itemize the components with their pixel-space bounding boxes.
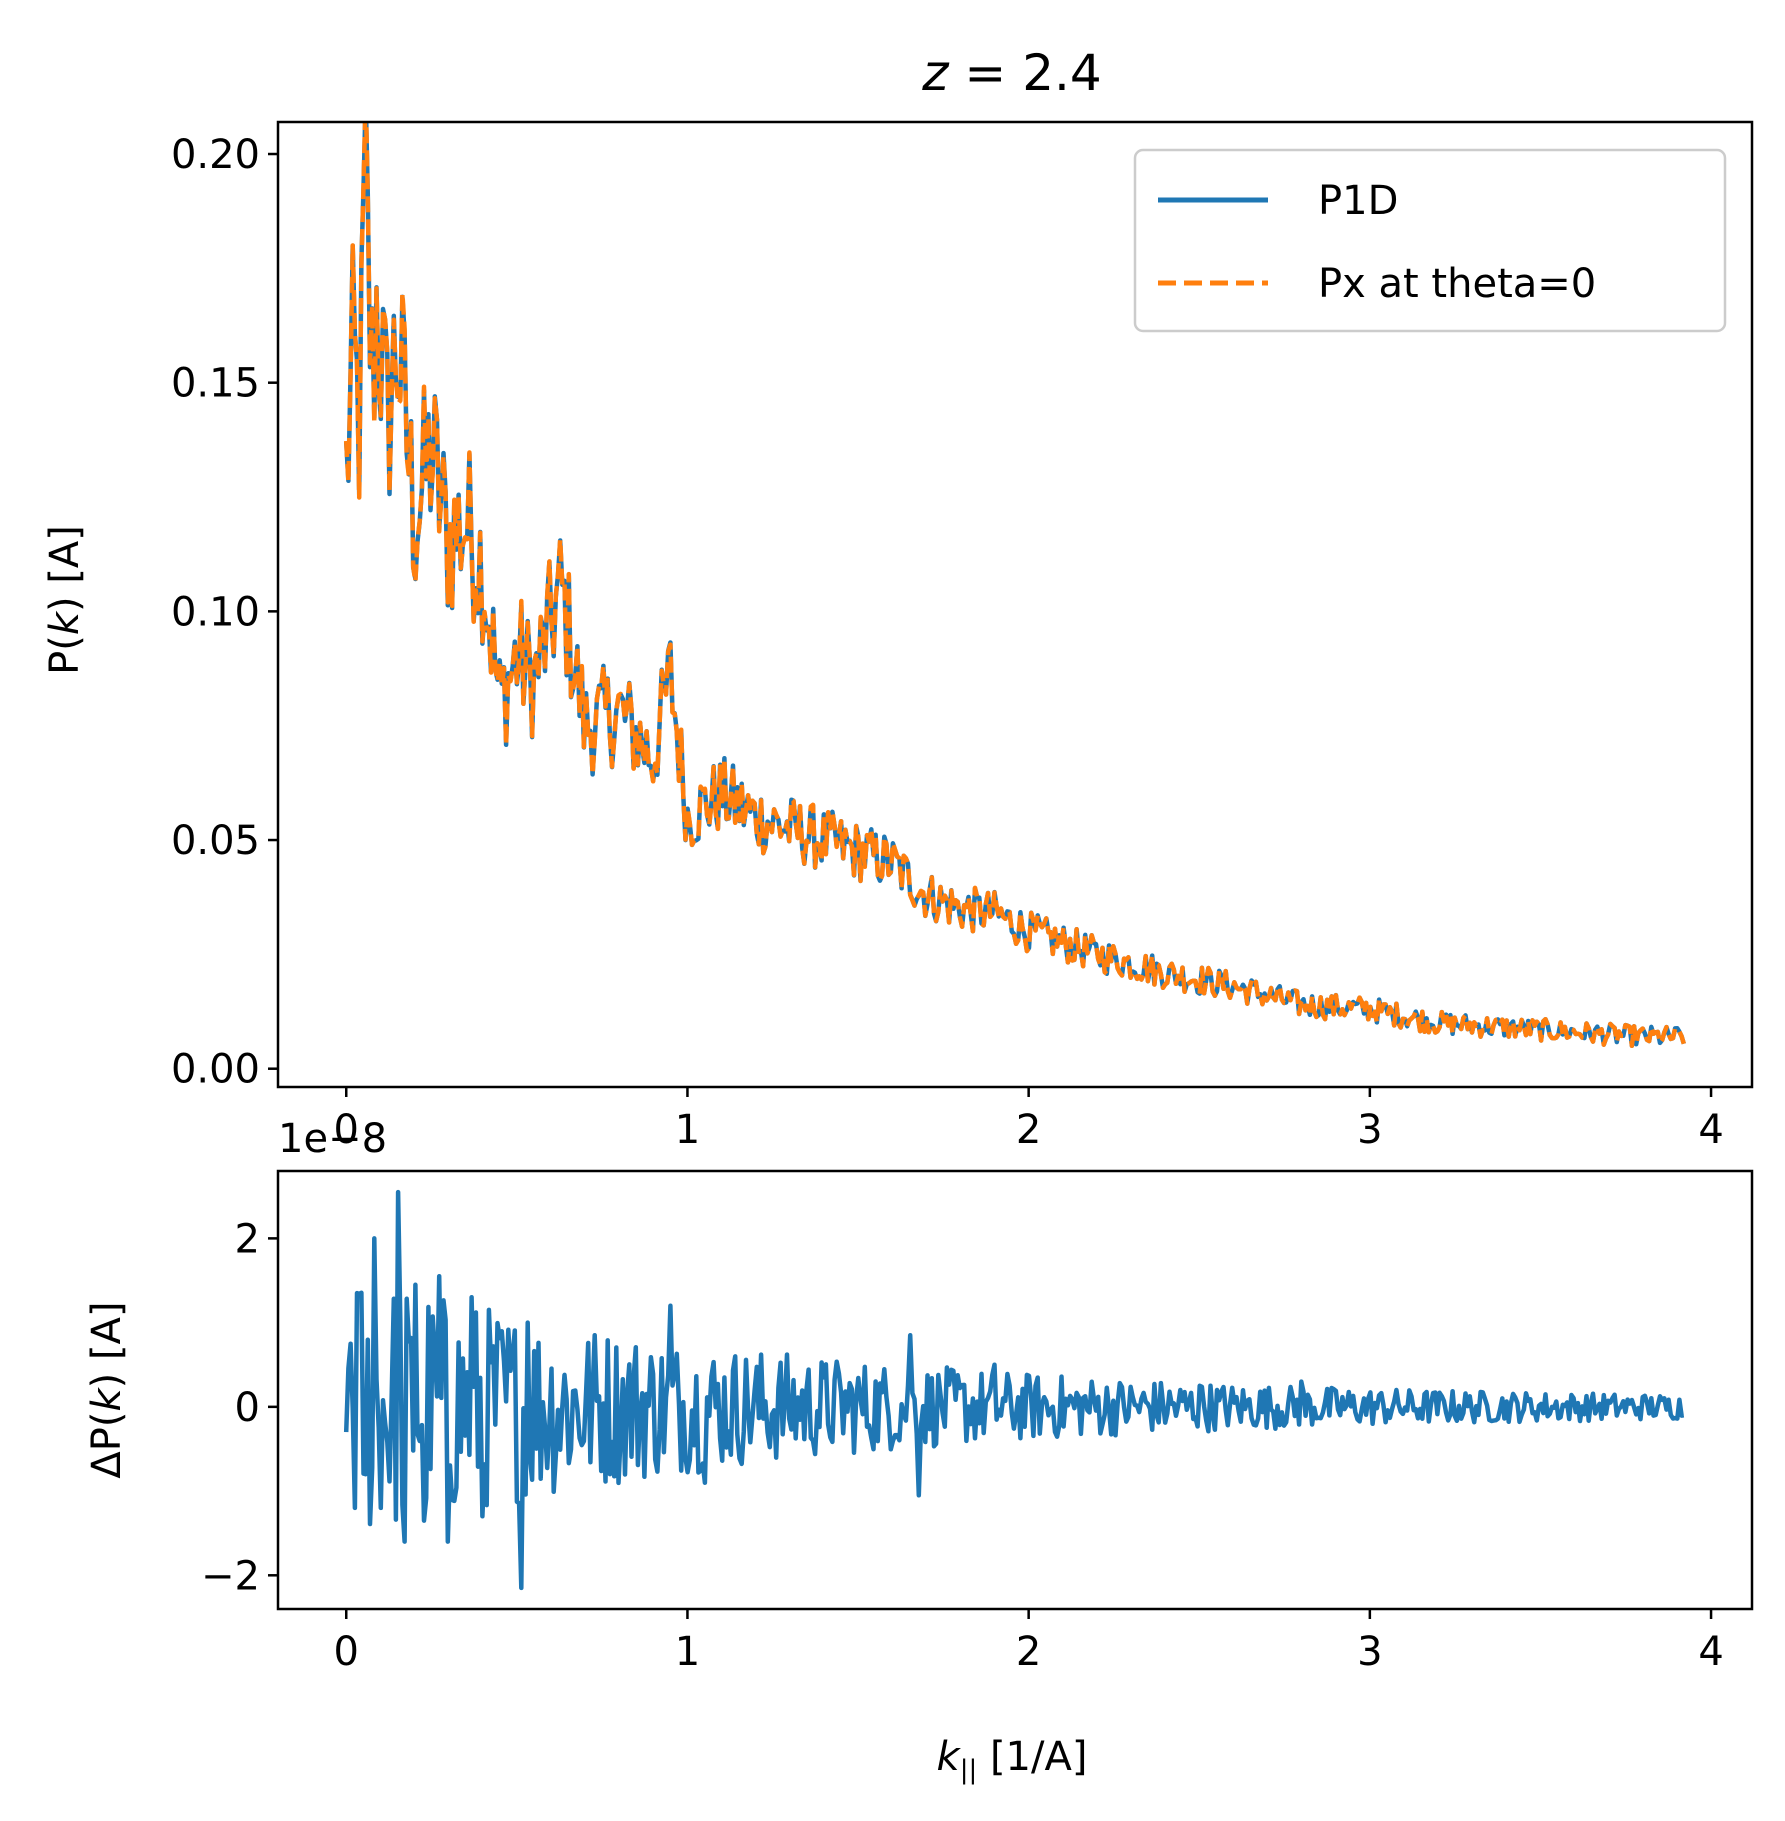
top-plot-area — [343, 122, 1686, 1049]
top-x-ticks: 0 1 2 3 4 — [334, 1087, 1724, 1153]
top-axes-frame — [276, 120, 1754, 1089]
bottom-x-ticks: 0 1 2 3 4 — [334, 1609, 1724, 1675]
top-ylabel-post: ) [A] — [42, 525, 88, 612]
bottom-y-ticks: −2 0 2 — [201, 1216, 278, 1599]
top-x-tick-label: 3 — [1357, 1107, 1382, 1153]
legend-frame — [1133, 148, 1727, 333]
bottom-ylabel-var: k — [84, 1386, 130, 1411]
top-y-tick-label: 0.00 — [171, 1047, 260, 1093]
xlabel-sub: || — [960, 1755, 978, 1785]
top-y-tick-label: 0.20 — [171, 132, 260, 178]
top-y-ticks: 0.00 0.05 0.10 0.15 0.20 — [171, 132, 278, 1093]
bottom-ylabel-pre: ΔP( — [84, 1411, 130, 1478]
legend-label-p1d: P1D — [1318, 178, 1398, 224]
bottom-y-tick-label: 2 — [235, 1216, 260, 1262]
top-x-tick-label: 4 — [1698, 1107, 1723, 1153]
bottom-axes-frame — [276, 1169, 1754, 1611]
bottom-y-axis-label: ΔP(k) [A] — [84, 1301, 130, 1478]
top-x-tick-label: 1 — [675, 1107, 700, 1153]
bottom-y-tick-label: 0 — [235, 1385, 260, 1431]
bottom-x-tick-label: 3 — [1357, 1629, 1382, 1675]
bottom-ylabel-post: ) [A] — [84, 1301, 130, 1388]
legend: P1D Px at theta=0 — [1133, 148, 1727, 333]
top-y-tick-label: 0.10 — [171, 589, 260, 635]
top-y-tick-label: 0.05 — [171, 818, 260, 864]
xlabel-var: k — [937, 1734, 962, 1780]
top-x-tick-label: 0 — [334, 1107, 359, 1153]
bottom-x-tick-label: 0 — [334, 1629, 359, 1675]
top-x-tick-label: 2 — [1016, 1107, 1041, 1153]
chart-title: z = 2.4 — [921, 44, 1101, 102]
legend-label-px: Px at theta=0 — [1318, 261, 1596, 307]
bottom-x-axis-label: k|| [1/A] — [937, 1734, 1088, 1785]
bottom-x-tick-label: 1 — [675, 1629, 700, 1675]
title-value: = 2.4 — [949, 44, 1102, 102]
top-ylabel-var: k — [42, 610, 88, 635]
series-px-line — [343, 122, 1686, 1049]
series-residual-line — [343, 1189, 1685, 1591]
top-y-axis-label: P(k) [A] — [42, 525, 88, 675]
offset-text: 1e−8 — [278, 1116, 387, 1162]
title-variable: z — [921, 44, 950, 102]
top-ylabel-pre: P( — [42, 635, 88, 675]
bottom-x-tick-label: 2 — [1016, 1629, 1041, 1675]
xlabel-post: [1/A] — [977, 1734, 1087, 1780]
bottom-plot-area — [343, 1189, 1685, 1591]
bottom-x-tick-label: 4 — [1698, 1629, 1723, 1675]
top-panel: 0 1 2 3 4 0.00 0.05 0.10 0.15 0.20 P(k) [A] P1D … — [42, 120, 1754, 1153]
bottom-y-tick-label: −2 — [201, 1553, 260, 1599]
top-y-tick-label: 0.15 — [171, 361, 260, 407]
